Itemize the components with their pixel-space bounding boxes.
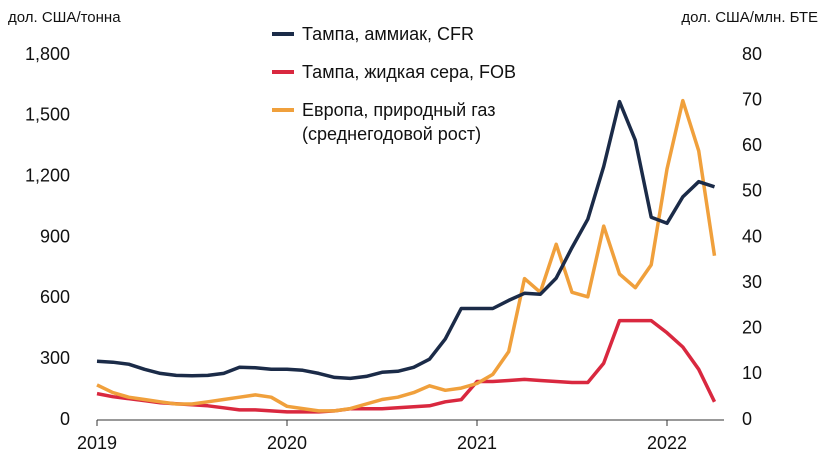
legend-label: Европа, природный газ (среднегодовой рос… <box>302 100 496 144</box>
legend-swatch <box>272 32 294 36</box>
line-series <box>96 318 717 414</box>
legend-label: Тампа, аммиак, CFR <box>302 24 475 44</box>
y2-tick-label: 20 <box>742 318 762 338</box>
legend-item: Тампа, аммиак, CFR <box>272 22 572 46</box>
y2-tick-label: 50 <box>742 181 762 201</box>
y-tick-label: 300 <box>40 348 70 368</box>
line-series <box>96 98 717 413</box>
legend-label: Тампа, жидкая сера, FOB <box>302 62 516 82</box>
y2-tick-label: 10 <box>742 363 762 383</box>
legend-swatch <box>272 70 294 74</box>
y2-tick-label: 30 <box>742 272 762 292</box>
line-series <box>96 99 716 381</box>
x-tick-label: 2022 <box>647 433 687 453</box>
y2-tick-label: 60 <box>742 135 762 155</box>
y2-tick-label: 40 <box>742 226 762 246</box>
y-tick-label: 1,200 <box>25 165 70 185</box>
x-tick-label: 2021 <box>457 433 497 453</box>
y-tick-label: 900 <box>40 226 70 246</box>
y-tick-label: 600 <box>40 287 70 307</box>
legend-item: Тампа, жидкая сера, FOB <box>272 60 572 84</box>
y-tick-label: 0 <box>60 409 70 429</box>
y2-tick-label: 80 <box>742 44 762 64</box>
legend: Тампа, аммиак, CFR Тампа, жидкая сера, FO… <box>272 22 572 160</box>
x-tick-label: 2020 <box>267 433 307 453</box>
y-tick-label: 1,500 <box>25 105 70 125</box>
y-axis-label: дол. США/тонна <box>8 9 121 26</box>
y-tick-label: 1,800 <box>25 44 70 64</box>
y2-tick-label: 70 <box>742 89 762 109</box>
legend-item: Европа, природный газ (среднегодовой рос… <box>272 98 572 146</box>
y2-tick-label: 0 <box>742 409 752 429</box>
y2-axis-label: дол. США/млн. БТЕ <box>681 9 818 26</box>
legend-swatch <box>272 108 294 112</box>
x-tick-label: 2019 <box>77 433 117 453</box>
